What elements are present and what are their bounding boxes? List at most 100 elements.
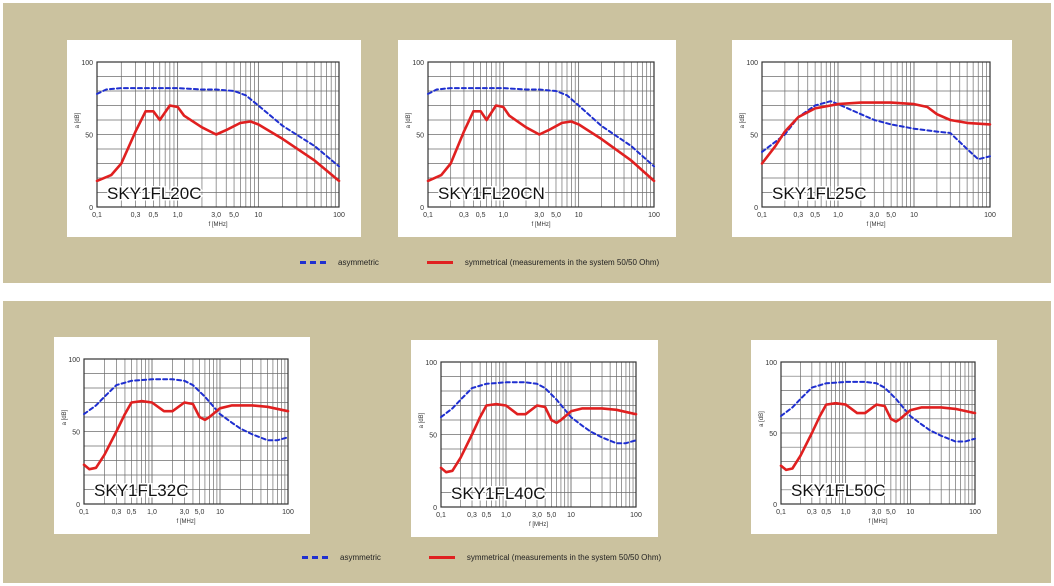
x-tick-label: 100	[984, 212, 996, 219]
y-tick-label: 0	[433, 505, 437, 512]
x-tick-label: 0,1	[79, 509, 89, 516]
series-line-symmetrical	[439, 402, 638, 474]
x-tick-label: 0,5	[821, 509, 831, 516]
x-tick-label: 0,3	[131, 212, 141, 219]
plot-frame	[780, 361, 976, 505]
x-tick-label: 3,0	[180, 509, 190, 516]
legend-asymmetric-label: asymmetric	[338, 257, 379, 267]
x-tick-label: 100	[282, 509, 294, 516]
legend-symmetrical-swatch	[426, 260, 453, 264]
x-tick-label: 5,0	[195, 509, 205, 516]
chart-svg: 0 50 100 0,1 0,3 0,5 1,0 3,0 5,0 10 100 f [MHz] a [d…	[419, 360, 642, 528]
x-tick-label: 1,0	[501, 512, 511, 519]
x-tick-label: 10	[567, 512, 575, 519]
series-line-symmetrical	[426, 104, 656, 183]
chart-sky1fl20c: 0 50 100 0,1 0,3 0,5 1,0 3,0 5,0 10 100 f [MHz] a [d…	[67, 40, 361, 237]
x-tick-label: 3,0	[532, 512, 542, 519]
chart-sky1fl20cn: 0 50 100 0,1 0,3 0,5 1,0 3,0 5,0 10 100 f [MHz] a [d…	[398, 40, 676, 237]
x-tick-label: 1,0	[841, 509, 851, 516]
x-tick-label: 100	[648, 212, 660, 219]
chart-sky1fl50c: 0 50 100 0,1 0,3 0,5 1,0 3,0 5,0 10 100 f [MHz] a [d…	[751, 340, 997, 534]
x-tick-label: 5,0	[547, 512, 557, 519]
x-tick-label: 0,5	[127, 509, 137, 516]
x-tick-label: 5,0	[229, 212, 239, 219]
plot-frame	[83, 358, 289, 505]
x-tick-label: 3,0	[869, 212, 879, 219]
series-line-symmetrical	[779, 401, 977, 472]
legend-top: asymmetric symmetrical (measurements in …	[300, 254, 659, 270]
x-tick-label: 0,5	[149, 212, 159, 219]
y-tick-label: 100	[765, 360, 777, 367]
plot-frame	[440, 361, 637, 508]
y-tick-label: 50	[769, 431, 777, 438]
y-tick-label: 50	[85, 133, 93, 140]
x-tick-label: 100	[969, 509, 981, 516]
series-line-asymmetric	[83, 378, 289, 442]
x-tick-label: 3,0	[872, 509, 882, 516]
y-tick-label: 0	[89, 205, 93, 212]
x-tick-label: 1,0	[147, 509, 157, 516]
legend-asymmetric-swatch	[302, 555, 328, 559]
x-tick-label: 0,1	[776, 509, 786, 516]
x-tick-label: 5,0	[886, 509, 896, 516]
series-line-asymmetric	[780, 380, 976, 443]
x-tick-label: 1,0	[173, 212, 183, 219]
y-tick-label: 100	[412, 60, 424, 67]
y-tick-label: 50	[429, 433, 437, 440]
legend-symmetrical-label: symmetrical (measurements in the system …	[466, 552, 662, 562]
x-tick-label: 100	[333, 212, 345, 219]
legend-asymmetric-label: asymmetric	[340, 552, 381, 562]
series-line-asymmetric	[440, 381, 637, 445]
series-line-asymmetric	[96, 87, 340, 168]
chart-sky1fl40c: 0 50 100 0,1 0,3 0,5 1,0 3,0 5,0 10 100 f [MHz] a [d…	[411, 340, 658, 537]
x-tick-label: 0,1	[423, 212, 433, 219]
x-tick-label: 3,0	[211, 212, 221, 219]
x-tick-label: 0,3	[467, 512, 477, 519]
model-label: SKY1FL20C	[107, 184, 202, 203]
chart-svg: 0 50 100 0,1 0,3 0,5 1,0 3,0 5,0 10 100 f [MHz] a [d…	[75, 60, 345, 228]
chart-svg: 0 50 100 0,1 0,3 0,5 1,0 3,0 5,0 10 100 f [MHz] a [d…	[62, 357, 294, 525]
chart-svg: 0 50 100 0,1 0,3 0,5 1,0 3,0 5,0 10 100 f [MHz] a [d…	[406, 60, 660, 228]
x-tick-label: 0,1	[436, 512, 446, 519]
x-tick-label: 3,0	[534, 212, 544, 219]
y-tick-label: 0	[773, 502, 777, 509]
y-tick-label: 50	[72, 430, 80, 437]
plot-frame	[96, 61, 340, 208]
model-label: SKY1FL32C	[94, 481, 189, 500]
legend-bottom: asymmetric symmetrical (measurements in …	[302, 549, 661, 565]
legend-asymmetric-swatch	[300, 260, 326, 264]
y-tick-label: 50	[750, 133, 758, 140]
model-label: SKY1FL25C	[772, 184, 867, 203]
model-label: SKY1FL50C	[791, 481, 886, 500]
x-axis-title: f [MHz]	[867, 222, 886, 228]
x-tick-label: 0,3	[793, 212, 803, 219]
y-tick-label: 100	[68, 357, 80, 364]
x-tick-label: 100	[630, 512, 642, 519]
x-tick-label: 0,1	[757, 212, 767, 219]
x-tick-label: 10	[910, 212, 918, 219]
x-tick-label: 10	[216, 509, 224, 516]
legend-symmetrical-swatch	[428, 555, 455, 559]
x-tick-label: 1,0	[498, 212, 508, 219]
x-axis-title: f [MHz]	[532, 222, 551, 228]
series-line-asymmetric	[761, 100, 991, 161]
model-label: SKY1FL20CN	[438, 184, 545, 203]
y-tick-label: 100	[746, 60, 758, 67]
series-line-symmetrical	[95, 104, 341, 183]
y-tick-label: 50	[416, 133, 424, 140]
plot-frame	[761, 61, 991, 208]
y-axis-title: a [dB]	[75, 112, 81, 128]
legend-symmetrical-label: symmetrical (measurements in the system …	[464, 257, 660, 267]
x-tick-label: 10	[906, 509, 914, 516]
x-axis-title: f [MHz]	[209, 222, 228, 228]
plot-frame	[427, 61, 655, 208]
y-axis-title: a [dB]	[419, 412, 425, 428]
y-tick-label: 0	[76, 502, 80, 509]
x-tick-label: 0,5	[810, 212, 820, 219]
chart-sky1fl32c: 0 50 100 0,1 0,3 0,5 1,0 3,0 5,0 10 100 f [MHz] a [d…	[54, 337, 310, 534]
x-tick-label: 0,5	[482, 512, 492, 519]
x-tick-label: 5,0	[886, 212, 896, 219]
chart-svg: 0 50 100 0,1 0,3 0,5 1,0 3,0 5,0 10 100 f [MHz] a [d…	[740, 60, 996, 228]
x-tick-label: 0,1	[92, 212, 102, 219]
x-tick-label: 0,3	[459, 212, 469, 219]
